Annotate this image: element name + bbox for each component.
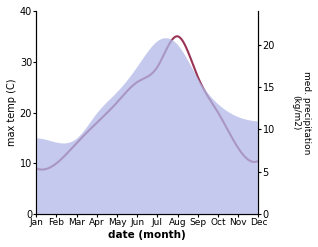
Y-axis label: med. precipitation
(kg/m2): med. precipitation (kg/m2) (292, 71, 311, 154)
X-axis label: date (month): date (month) (108, 230, 186, 240)
Y-axis label: max temp (C): max temp (C) (7, 79, 17, 146)
